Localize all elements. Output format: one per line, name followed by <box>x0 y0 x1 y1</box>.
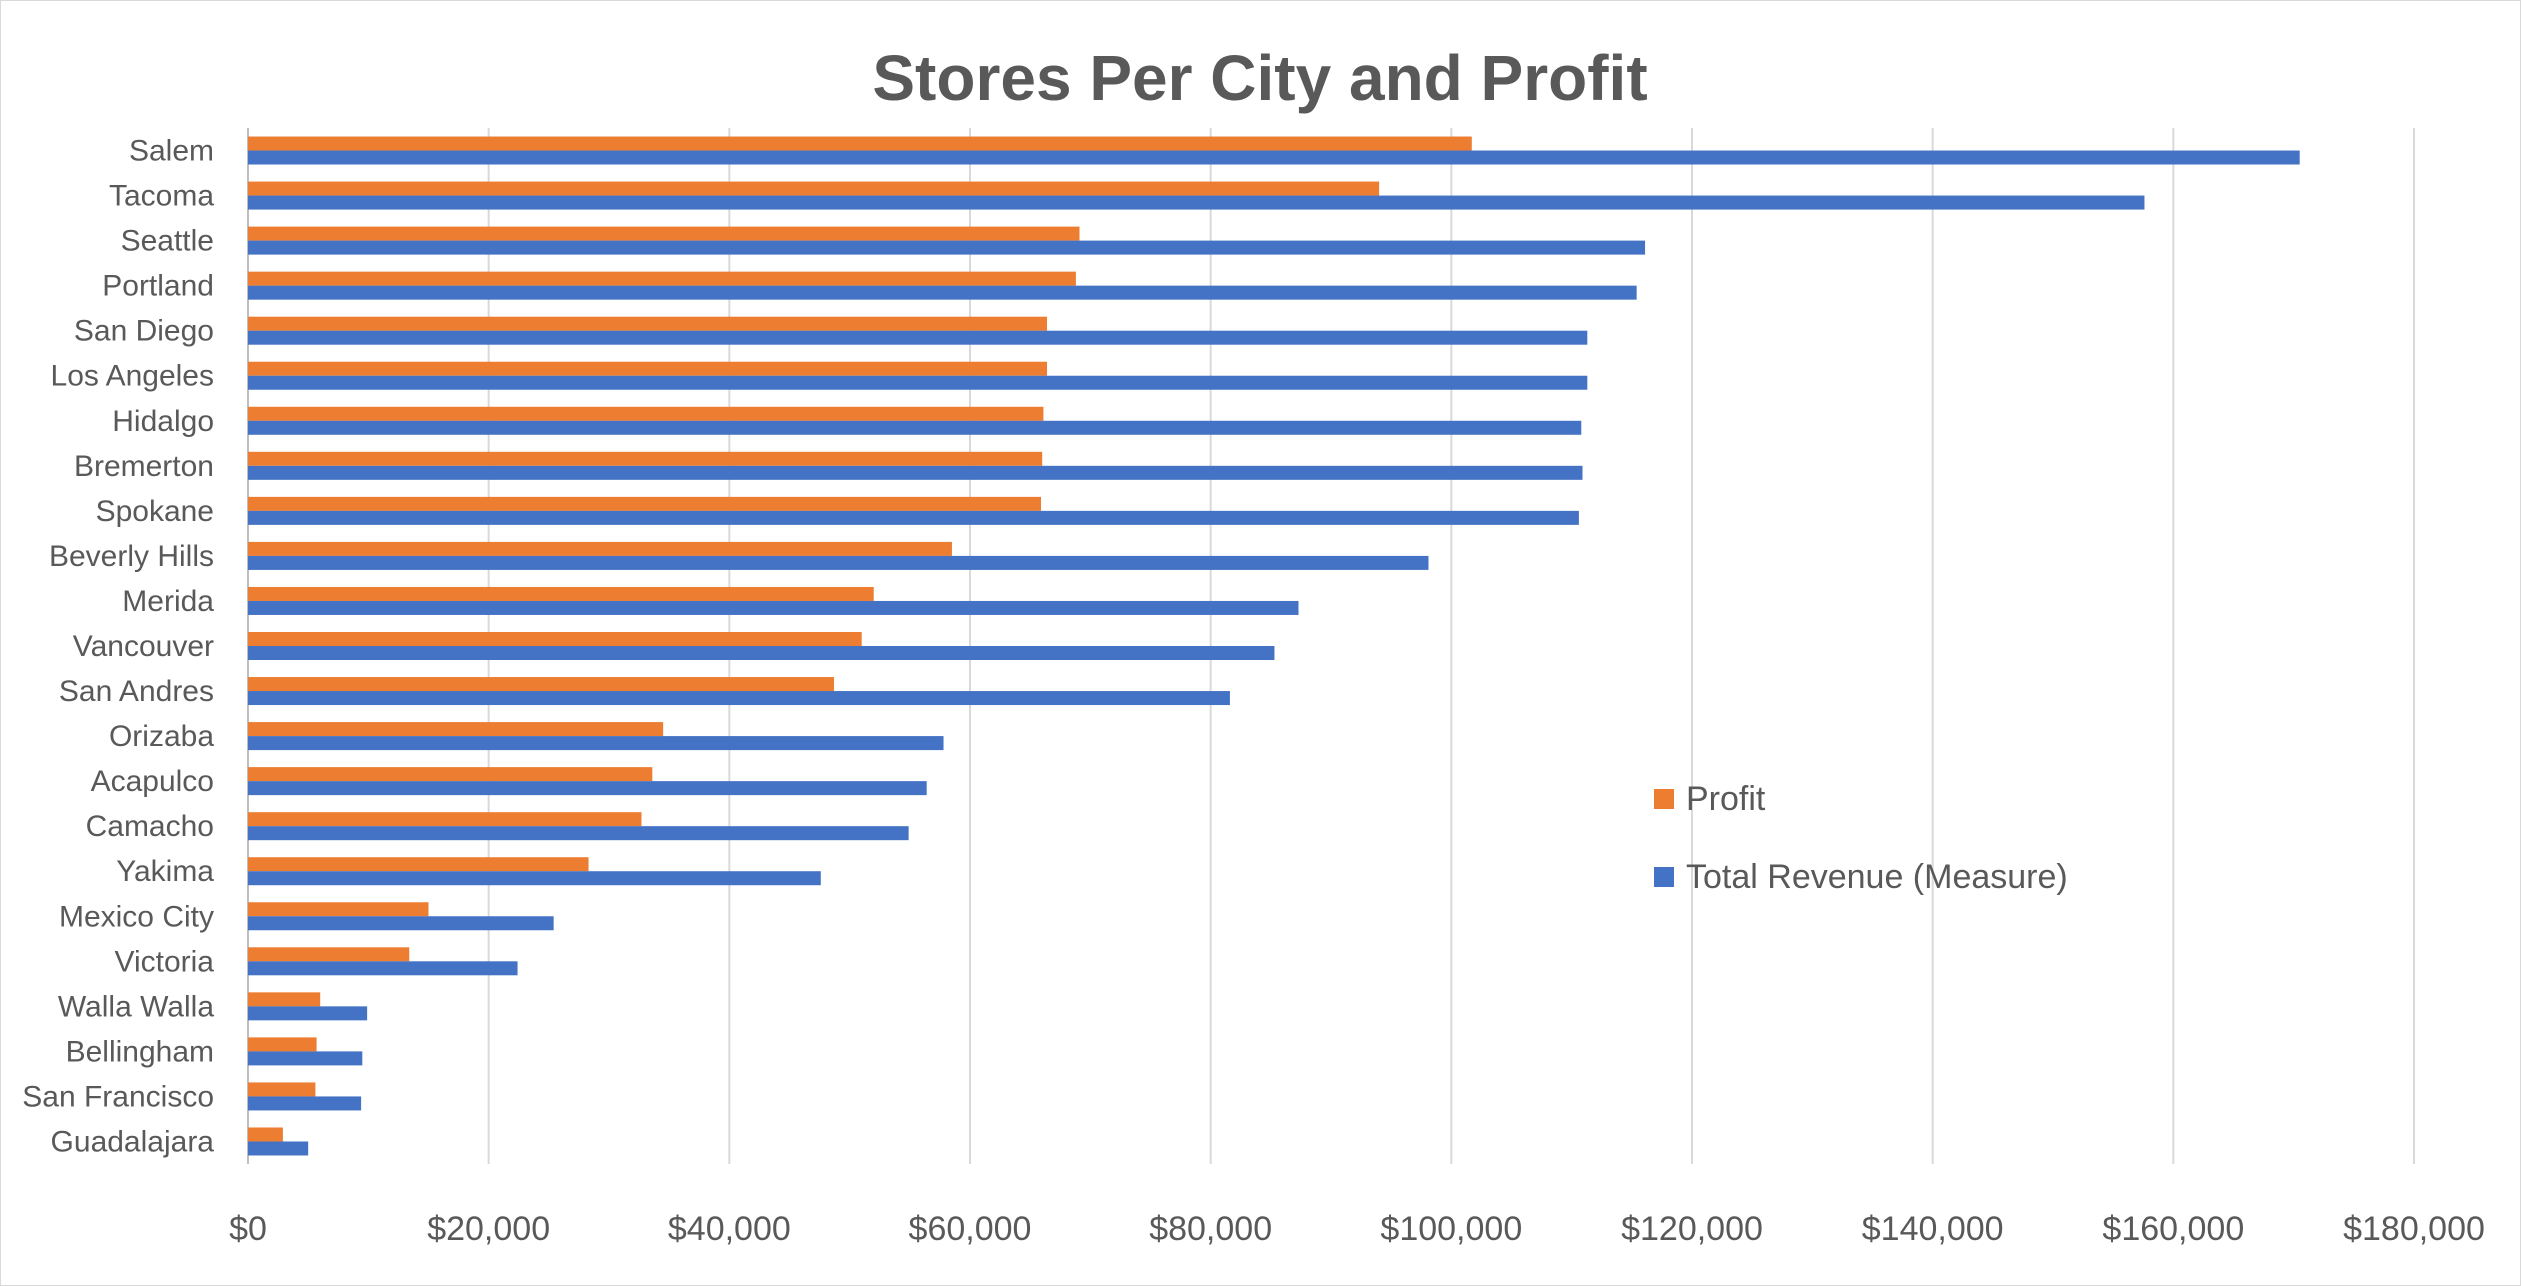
category-label: Spokane <box>96 495 214 528</box>
category-label: Bremerton <box>74 450 214 483</box>
category-label: San Andres <box>59 675 214 708</box>
bar-profit <box>248 767 653 782</box>
bar-profit <box>248 1127 283 1142</box>
category-label: Merida <box>122 585 214 618</box>
legend-swatch <box>1654 789 1674 809</box>
bar-total-revenue <box>248 150 2300 165</box>
x-tick-label: $100,000 <box>1380 1210 1522 1248</box>
category-label: Bellingham <box>66 1035 214 1068</box>
bar-total-revenue <box>248 691 1230 706</box>
bar-profit <box>248 1082 316 1097</box>
x-tick-label: $40,000 <box>668 1210 791 1248</box>
bar-total-revenue <box>248 330 1588 345</box>
category-label: San Diego <box>74 315 214 348</box>
bar-total-revenue <box>248 375 1588 390</box>
bar-total-revenue <box>248 195 2145 210</box>
bar-profit <box>248 451 1043 466</box>
category-label: Mexico City <box>59 900 214 933</box>
x-tick-label: $140,000 <box>1862 1210 2004 1248</box>
bar-profit <box>248 722 664 737</box>
bar-profit <box>248 947 410 962</box>
bar-profit <box>248 271 1076 286</box>
category-label: Yakima <box>116 855 214 888</box>
category-label: Orizaba <box>109 720 214 753</box>
x-tick-label: $80,000 <box>1149 1210 1272 1248</box>
bar-profit <box>248 902 429 917</box>
bar-profit <box>248 226 1080 241</box>
x-tick-label: $20,000 <box>427 1210 550 1248</box>
bar-profit <box>248 406 1044 421</box>
bar-total-revenue <box>248 961 518 976</box>
bar-profit <box>248 316 1048 331</box>
legend-label: Total Revenue (Measure) <box>1686 858 2068 896</box>
legend-swatch <box>1654 867 1674 887</box>
chart-title: Stores Per City and Profit <box>872 42 1647 114</box>
bar-profit <box>248 632 862 646</box>
bar-profit <box>248 857 589 872</box>
bar-total-revenue <box>248 1006 368 1021</box>
category-label: Portland <box>102 270 214 303</box>
bar-total-revenue <box>248 510 1579 525</box>
legend: Profit Total Revenue (Measure) <box>1654 780 2068 896</box>
category-label: Victoria <box>115 945 215 978</box>
bar-total-revenue <box>248 465 1583 480</box>
bar-profit <box>248 136 1472 151</box>
x-tick-label: $180,000 <box>2343 1210 2485 1248</box>
category-label: San Francisco <box>22 1080 214 1113</box>
bar-total-revenue <box>248 871 821 886</box>
bar-total-revenue <box>248 736 944 751</box>
grid-lines <box>247 128 2415 1164</box>
bar-profit <box>248 992 321 1007</box>
bar-total-revenue <box>248 555 1429 570</box>
bar-profit <box>248 361 1048 376</box>
bar-total-revenue <box>248 1096 362 1111</box>
x-tick-label: $60,000 <box>909 1210 1032 1248</box>
bar-total-revenue <box>248 600 1299 615</box>
category-labels: Salem Tacoma Seattle Portland San Diego Los A… <box>22 135 214 1159</box>
bar-profit <box>248 1037 317 1052</box>
bar-total-revenue <box>248 826 909 841</box>
bar-total-revenue <box>248 781 927 796</box>
bar-total-revenue <box>248 916 554 931</box>
bar-total-revenue <box>248 285 1637 300</box>
bar-profit <box>248 496 1041 511</box>
bar-profit <box>248 812 642 827</box>
category-label: Los Angeles <box>51 360 214 393</box>
bars <box>248 136 2300 1156</box>
category-label: Hidalgo <box>112 405 214 438</box>
category-label: Seattle <box>121 225 214 258</box>
bar-total-revenue <box>248 646 1275 660</box>
bar-total-revenue <box>248 420 1582 435</box>
category-label: Walla Walla <box>58 990 214 1023</box>
x-tick-label: $0 <box>229 1210 267 1248</box>
bar-profit <box>248 541 952 556</box>
bar-total-revenue <box>248 1051 363 1066</box>
bar-total-revenue <box>248 240 1646 255</box>
category-label: Vancouver <box>73 630 214 663</box>
category-label: Beverly Hills <box>49 540 214 573</box>
category-label: Tacoma <box>109 180 214 213</box>
legend-label: Profit <box>1686 780 1766 818</box>
category-label: Camacho <box>86 810 214 843</box>
bar-profit <box>248 586 874 601</box>
category-label: Salem <box>129 135 214 168</box>
bar-profit <box>248 677 835 692</box>
x-tick-label: $160,000 <box>2102 1210 2244 1248</box>
bar-total-revenue <box>248 1141 309 1156</box>
bar-profit <box>248 181 1380 196</box>
category-label: Guadalajara <box>51 1125 215 1158</box>
x-axis-tick-labels: $0 $20,000 $40,000 $60,000 $80,000 $100,000 $1… <box>229 1210 2485 1248</box>
x-tick-label: $120,000 <box>1621 1210 1763 1248</box>
category-label: Acapulco <box>91 765 214 798</box>
